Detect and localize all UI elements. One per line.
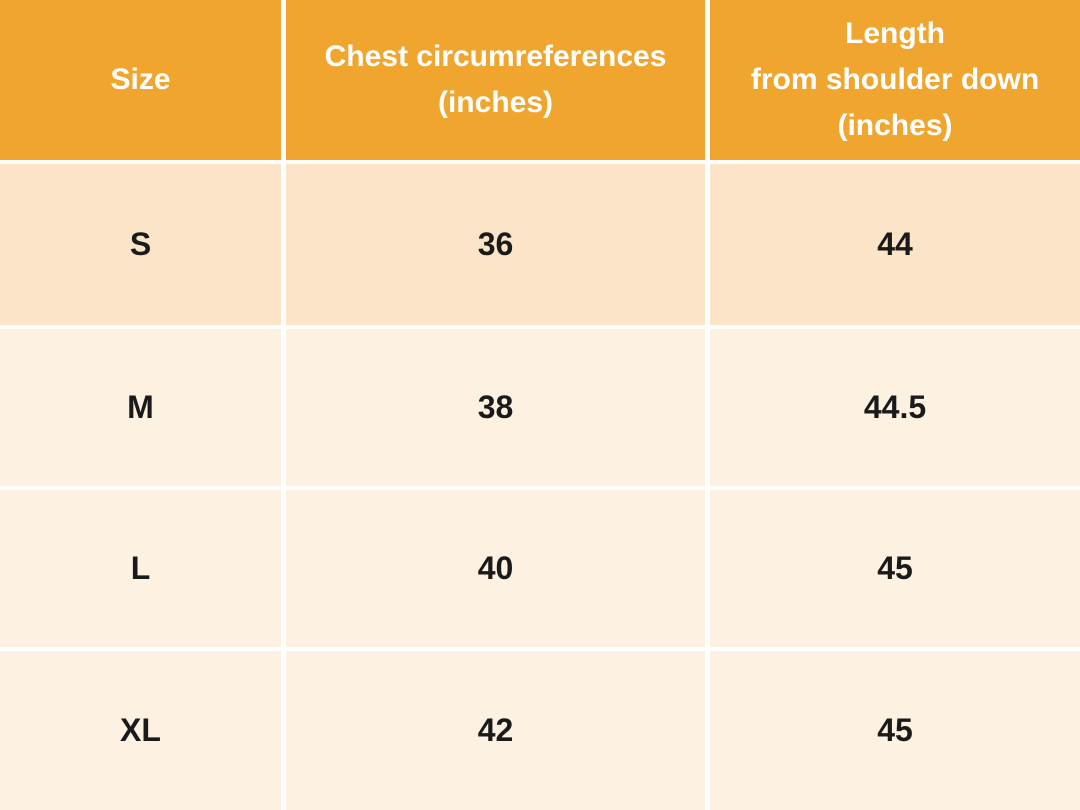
length-value: 44.5: [863, 389, 927, 425]
length-value: 45: [877, 550, 913, 586]
cell-length-l: 45: [710, 490, 1080, 647]
length-value: 45: [877, 712, 913, 748]
size-value: M: [127, 389, 154, 425]
cell-length-xl: 45: [710, 651, 1080, 810]
header-label-chest: Chest circumreferences (inches): [324, 40, 667, 119]
cell-size-s: S: [0, 164, 281, 325]
cell-chest-xl: 42: [286, 651, 705, 810]
header-cell-length: Length from shoulder down (inches): [710, 0, 1080, 160]
cell-size-l: L: [0, 490, 281, 647]
size-value: S: [129, 226, 152, 262]
cell-length-s: 44: [710, 164, 1080, 325]
cell-size-xl: XL: [0, 651, 281, 810]
header-label-size: Size: [110, 63, 171, 96]
cell-chest-s: 36: [286, 164, 705, 325]
chest-value: 36: [477, 226, 514, 262]
header-cell-size: Size: [0, 0, 281, 160]
size-value: L: [130, 550, 151, 586]
chest-value: 38: [477, 389, 514, 425]
length-value: 44: [877, 226, 913, 262]
chest-value: 42: [477, 712, 514, 748]
header-label-length: Length from shoulder down (inches): [750, 17, 1040, 142]
size-value: XL: [120, 712, 161, 748]
chest-value: 40: [477, 550, 514, 586]
cell-length-m: 44.5: [710, 329, 1080, 486]
header-cell-chest: Chest circumreferences (inches): [286, 0, 705, 160]
cell-chest-m: 38: [286, 329, 705, 486]
cell-size-m: M: [0, 329, 281, 486]
cell-chest-l: 40: [286, 490, 705, 647]
